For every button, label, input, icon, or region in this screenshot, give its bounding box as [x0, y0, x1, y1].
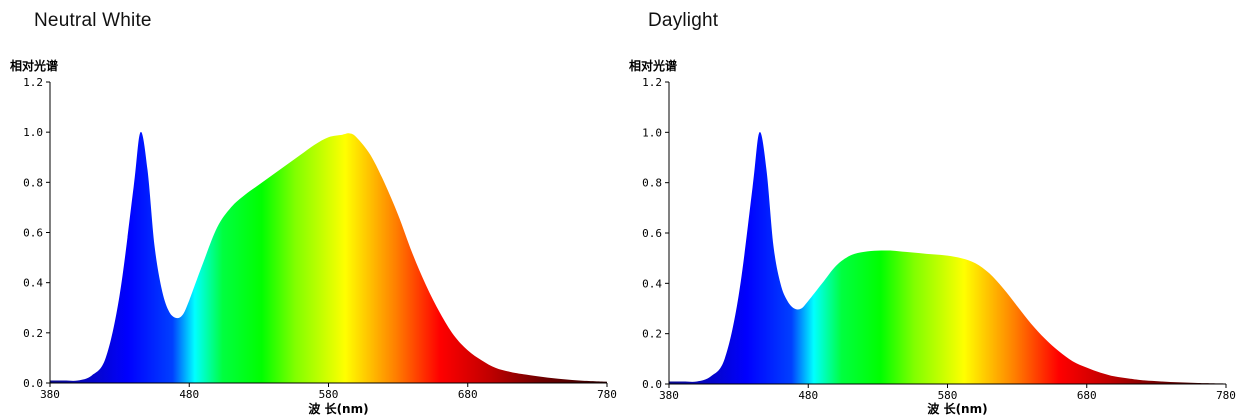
y-tick-label: 0.4 — [23, 277, 43, 290]
chart-panel-neutral-white: 0.0 0.2 0.4 0.6 0.8 1.0 1.2 380 480 580 680 780 相对光谱… — [10, 58, 617, 416]
x-tick-label: 480 — [798, 389, 818, 402]
y-tick-label: 0.2 — [642, 328, 662, 341]
spectrum-area — [669, 132, 1226, 384]
x-tick-label: 780 — [1216, 389, 1236, 402]
x-tick-label: 580 — [938, 389, 958, 402]
y-tick-label: 1.2 — [23, 76, 43, 89]
x-tick-label: 680 — [1077, 389, 1097, 402]
y-tick-label: 0.0 — [642, 378, 662, 391]
y-tick-label: 0.6 — [23, 227, 43, 240]
x-axis-label: 波 长(nm) — [927, 401, 987, 416]
y-tick-label: 1.0 — [642, 126, 662, 139]
y-tick-label: 0.0 — [23, 377, 43, 390]
x-tick-label: 780 — [597, 388, 617, 401]
x-tick-label: 580 — [319, 388, 339, 401]
chart-panel-daylight: 0.0 0.2 0.4 0.6 0.8 1.0 1.2 380 480 580 680 780 相对光谱… — [629, 58, 1236, 416]
chart-title-daylight: Daylight — [648, 10, 719, 31]
chart-title-neutral-white: Neutral White — [34, 10, 152, 31]
x-axis-label: 波 长(nm) — [308, 401, 368, 416]
y-tick-label: 0.2 — [23, 327, 43, 340]
y-axis-label: 相对光谱 — [10, 58, 58, 73]
y-tick-label: 1.0 — [23, 126, 43, 139]
x-tick-label: 680 — [458, 388, 478, 401]
x-tick-label: 380 — [659, 389, 679, 402]
y-axis-label: 相对光谱 — [629, 58, 677, 73]
x-tick-label: 480 — [179, 388, 199, 401]
y-tick-label: 0.8 — [642, 177, 662, 190]
y-tick-label: 1.2 — [642, 76, 662, 89]
y-tick-label: 0.6 — [642, 227, 662, 240]
x-tick-label: 380 — [40, 388, 60, 401]
spectrum-area — [50, 131, 607, 383]
y-tick-label: 0.4 — [642, 277, 662, 290]
y-tick-label: 0.8 — [23, 176, 43, 189]
